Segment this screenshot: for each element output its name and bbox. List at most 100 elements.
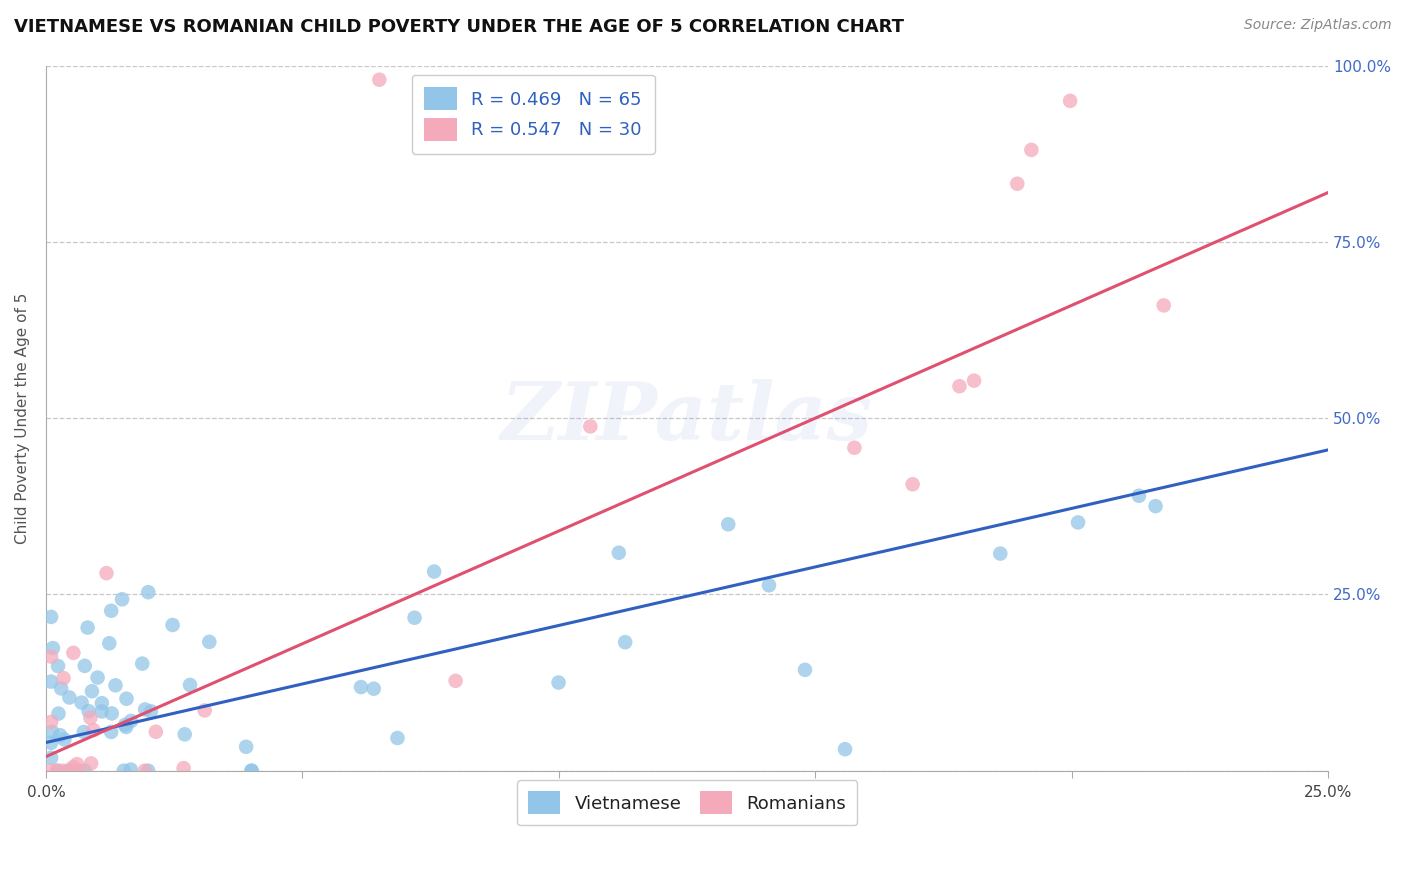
Point bbox=[350, 680, 373, 694]
Point bbox=[56, 764, 79, 778]
Point bbox=[80, 756, 103, 771]
Point bbox=[77, 704, 100, 718]
Point bbox=[111, 592, 134, 607]
Point bbox=[988, 547, 1011, 561]
Point bbox=[240, 764, 263, 778]
Point bbox=[90, 696, 112, 710]
Point bbox=[120, 714, 142, 728]
Point bbox=[145, 724, 167, 739]
Point bbox=[136, 764, 159, 778]
Point bbox=[173, 761, 195, 775]
Point bbox=[90, 705, 112, 719]
Point bbox=[179, 678, 201, 692]
Point bbox=[39, 649, 62, 664]
Point bbox=[948, 379, 970, 393]
Point bbox=[901, 477, 924, 491]
Point bbox=[100, 706, 122, 721]
Point bbox=[59, 764, 82, 778]
Point bbox=[134, 702, 156, 716]
Point bbox=[80, 684, 103, 698]
Point bbox=[547, 675, 569, 690]
Point bbox=[100, 725, 122, 739]
Point bbox=[198, 635, 221, 649]
Point bbox=[79, 711, 101, 725]
Point bbox=[194, 703, 217, 717]
Point bbox=[42, 641, 65, 656]
Point bbox=[82, 723, 104, 738]
Point bbox=[53, 732, 76, 747]
Point bbox=[173, 727, 195, 741]
Point bbox=[139, 705, 162, 719]
Point bbox=[39, 674, 62, 689]
Point bbox=[423, 565, 446, 579]
Point bbox=[104, 678, 127, 692]
Point bbox=[39, 751, 62, 765]
Point bbox=[73, 658, 96, 673]
Point bbox=[86, 671, 108, 685]
Point bbox=[963, 374, 986, 388]
Point bbox=[41, 724, 63, 739]
Point bbox=[98, 636, 121, 650]
Point bbox=[240, 764, 263, 778]
Point bbox=[39, 714, 62, 729]
Point bbox=[69, 764, 91, 778]
Point bbox=[579, 419, 602, 434]
Point bbox=[758, 578, 780, 592]
Point bbox=[39, 736, 62, 750]
Point bbox=[131, 657, 153, 671]
Point bbox=[235, 739, 257, 754]
Point bbox=[112, 764, 135, 778]
Point bbox=[115, 720, 138, 734]
Point bbox=[96, 566, 118, 581]
Legend: Vietnamese, Romanians: Vietnamese, Romanians bbox=[517, 780, 858, 825]
Point bbox=[76, 621, 98, 635]
Point bbox=[52, 764, 75, 778]
Point bbox=[794, 663, 817, 677]
Point bbox=[1067, 516, 1090, 530]
Point bbox=[844, 441, 866, 455]
Point bbox=[614, 635, 637, 649]
Point bbox=[59, 764, 82, 778]
Point bbox=[162, 618, 184, 632]
Point bbox=[1144, 499, 1167, 513]
Point bbox=[46, 659, 69, 673]
Point bbox=[100, 604, 122, 618]
Point bbox=[1128, 489, 1150, 503]
Point bbox=[46, 764, 69, 778]
Text: Source: ZipAtlas.com: Source: ZipAtlas.com bbox=[1244, 18, 1392, 32]
Text: ZIPatlas: ZIPatlas bbox=[501, 379, 873, 457]
Point bbox=[444, 673, 467, 688]
Point bbox=[1059, 94, 1081, 108]
Point bbox=[73, 725, 96, 739]
Point bbox=[136, 585, 159, 599]
Y-axis label: Child Poverty Under the Age of 5: Child Poverty Under the Age of 5 bbox=[15, 293, 30, 544]
Point bbox=[1153, 298, 1175, 312]
Point bbox=[51, 681, 73, 696]
Point bbox=[46, 764, 69, 778]
Point bbox=[73, 764, 96, 778]
Point bbox=[62, 760, 84, 774]
Point bbox=[834, 742, 856, 756]
Point bbox=[39, 610, 62, 624]
Point bbox=[58, 690, 80, 705]
Point bbox=[62, 646, 84, 660]
Point bbox=[404, 611, 426, 625]
Point bbox=[717, 517, 740, 532]
Point bbox=[52, 671, 75, 685]
Point bbox=[70, 696, 93, 710]
Point bbox=[66, 757, 89, 772]
Point bbox=[115, 691, 138, 706]
Point bbox=[1007, 177, 1029, 191]
Point bbox=[607, 546, 630, 560]
Point bbox=[39, 764, 62, 778]
Point bbox=[49, 728, 72, 742]
Text: VIETNAMESE VS ROMANIAN CHILD POVERTY UNDER THE AGE OF 5 CORRELATION CHART: VIETNAMESE VS ROMANIAN CHILD POVERTY UND… bbox=[14, 18, 904, 36]
Point bbox=[1021, 143, 1043, 157]
Point bbox=[368, 72, 391, 87]
Point bbox=[120, 763, 142, 777]
Point bbox=[114, 718, 136, 732]
Point bbox=[363, 681, 385, 696]
Point bbox=[48, 706, 70, 721]
Point bbox=[387, 731, 409, 745]
Point bbox=[134, 764, 156, 778]
